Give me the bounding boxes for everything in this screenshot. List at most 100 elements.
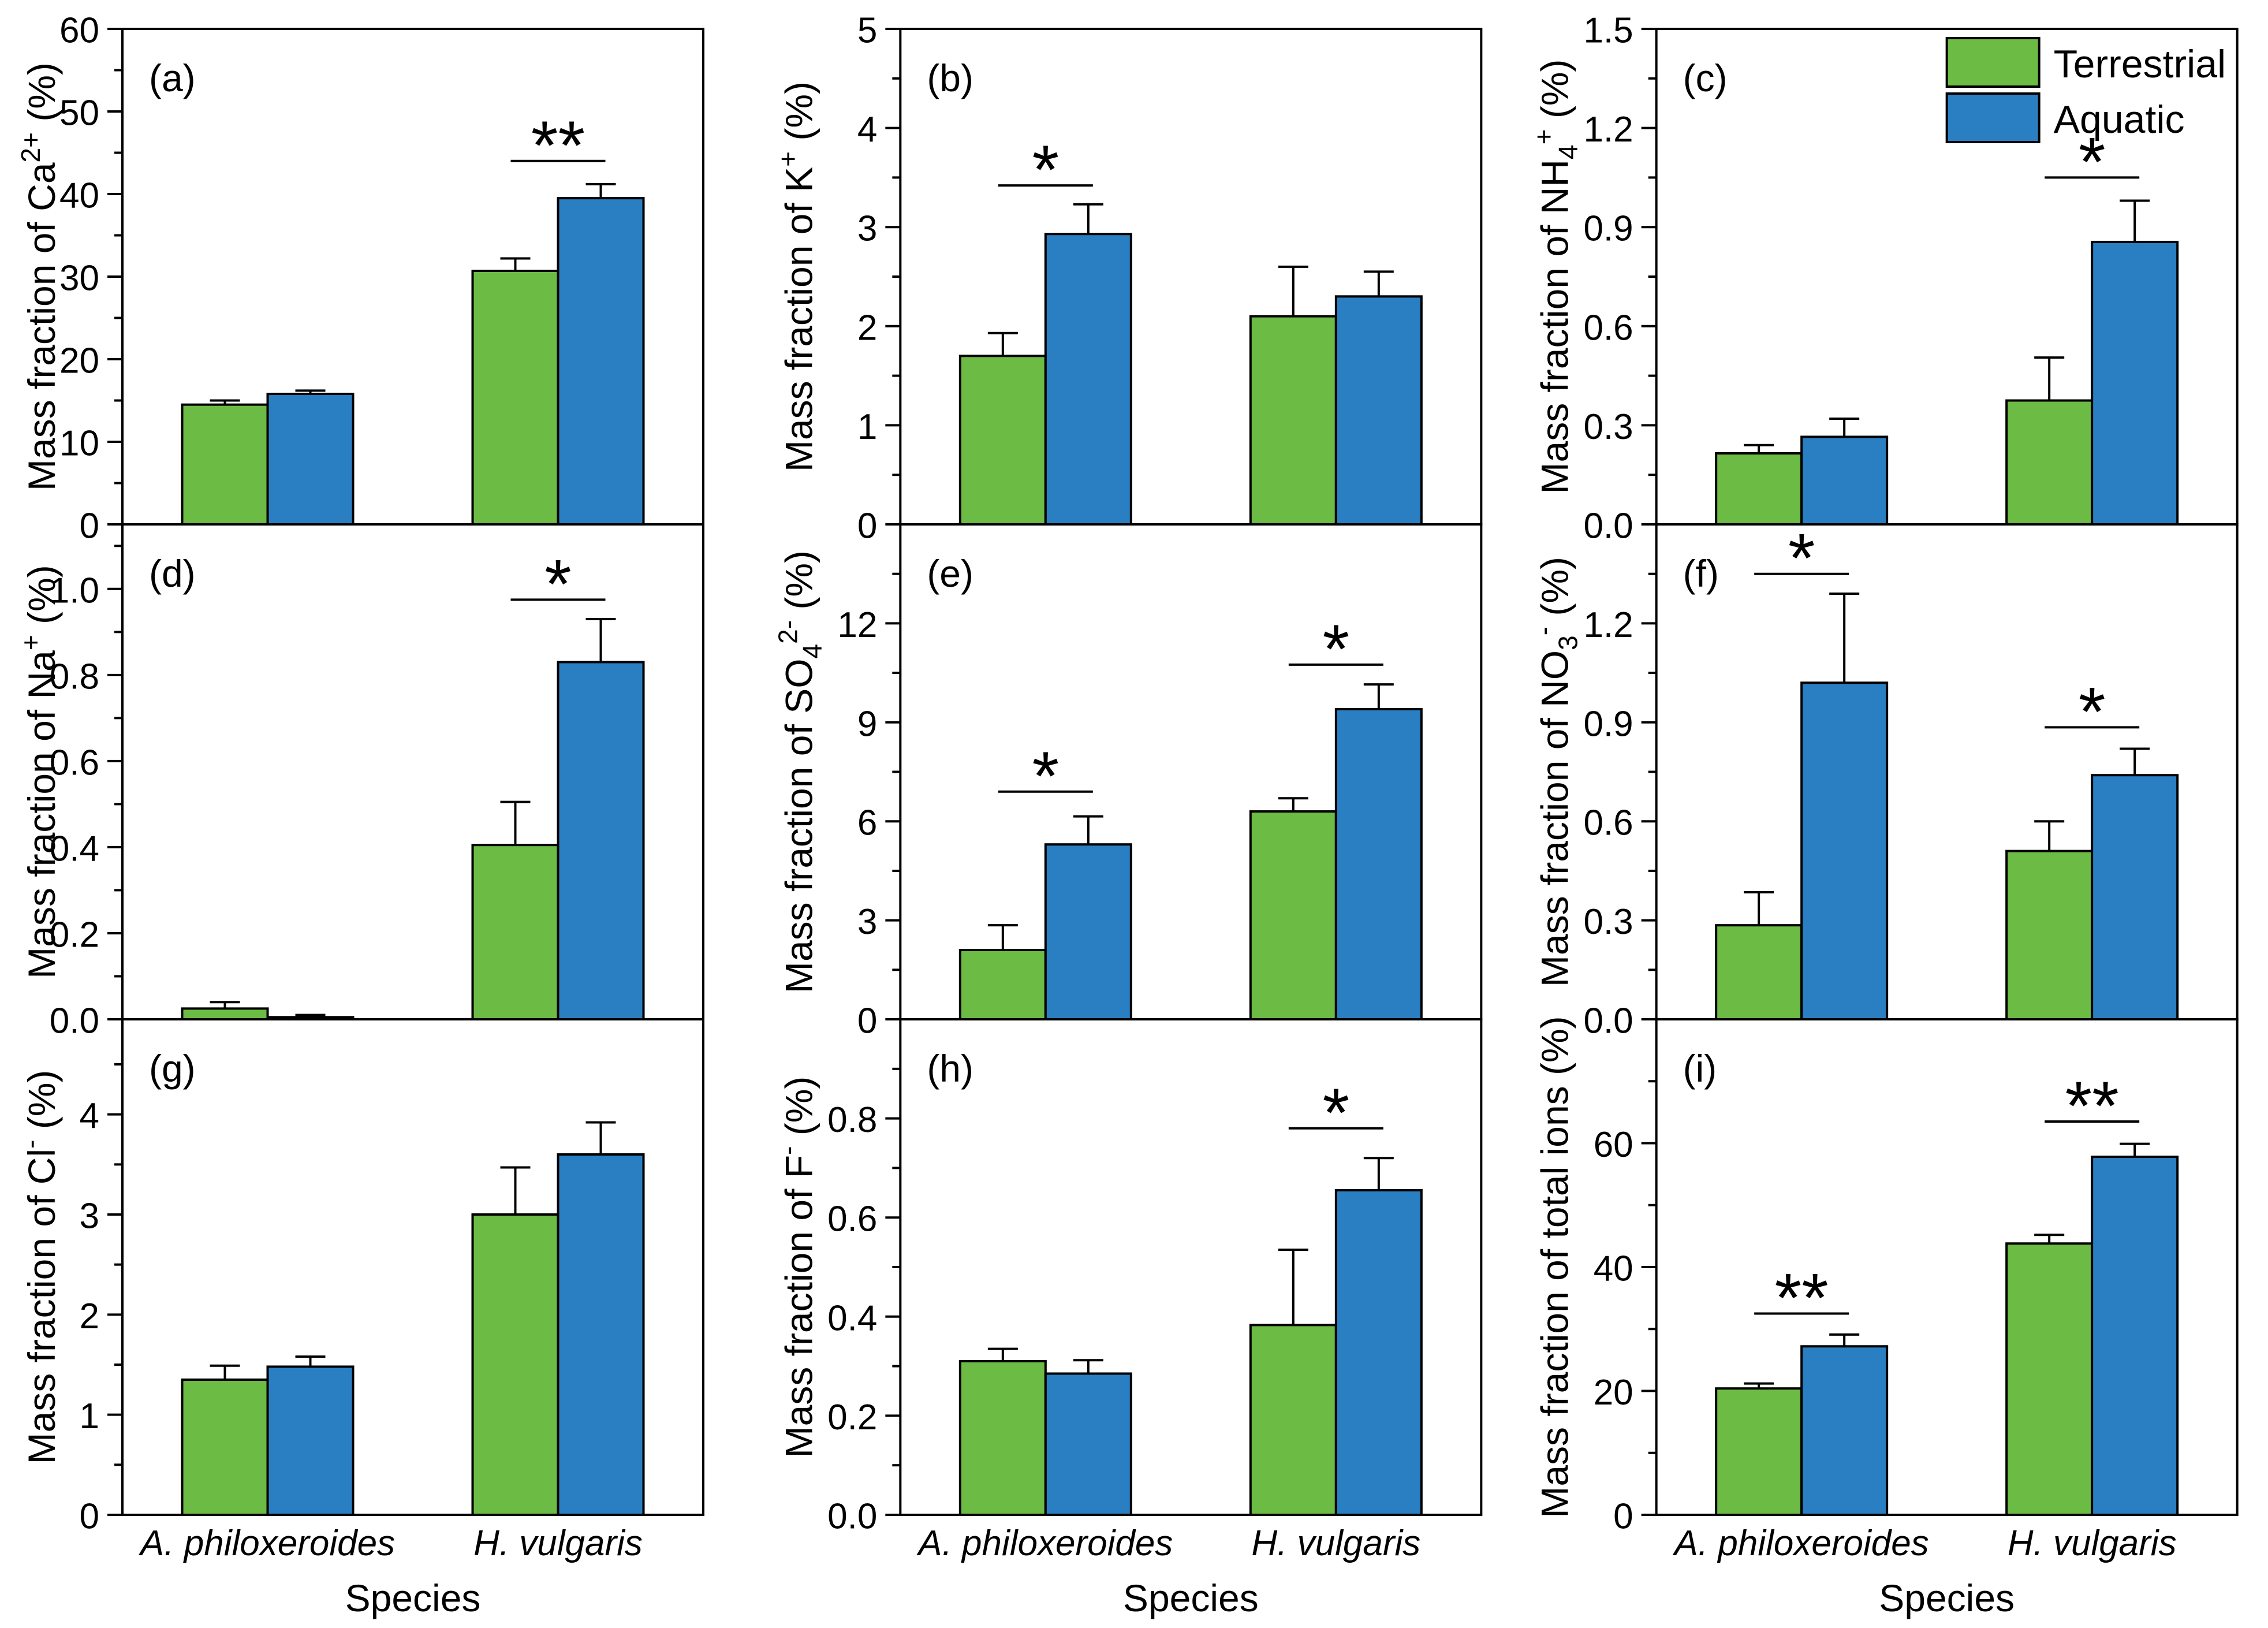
x-category-label: H. vulgaris <box>473 1523 643 1563</box>
significance-stars: * <box>544 545 572 623</box>
legend-swatch-aquatic <box>1945 92 2041 143</box>
y-axis-title: Mass fraction of total ions (%) <box>1534 1016 1576 1518</box>
bar-aquatic-group2 <box>2091 240 2179 526</box>
panel-total: 0 20 40 60 Mass fraction of total ions (%) (i… <box>1534 1016 2239 1619</box>
bar-aquatic-group2 <box>557 197 645 526</box>
significance-stars: * <box>1032 131 1059 208</box>
y-tick-label: 12 <box>837 605 877 645</box>
x-axis-title: Species <box>1879 1577 2015 1619</box>
significance-stars: * <box>1322 610 1349 688</box>
bar-terrestrial-group1 <box>181 403 269 526</box>
bar-aquatic-group2 <box>2091 774 2179 1021</box>
y-tick-label: 5 <box>857 11 877 51</box>
y-tick-label: 0.0 <box>827 1497 877 1537</box>
y-tick-label: 0.9 <box>1583 209 1633 249</box>
y-tick-label: 3 <box>80 1197 99 1236</box>
bar-terrestrial-group1 <box>1715 924 1803 1021</box>
bar-terrestrial-group2 <box>2005 1242 2094 1517</box>
legend: Terrestrial Aquatic <box>1945 37 2226 143</box>
bar-terrestrial-group1 <box>958 355 1047 526</box>
bar-aquatic-group2 <box>557 661 645 1021</box>
y-tick-label: 0.2 <box>50 915 99 955</box>
bar-aquatic-group1 <box>266 1365 355 1516</box>
y-tick-label: 0.0 <box>50 1001 99 1041</box>
y-axis-title: Mass fraction of Ca2+ (%) <box>16 62 63 491</box>
legend-swatch-terrestrial <box>1945 37 2041 88</box>
bar-terrestrial-group2 <box>471 1213 559 1516</box>
bar-aquatic-group1 <box>1800 681 1889 1020</box>
y-tick-label: 0.6 <box>50 743 99 783</box>
y-tick-label: 40 <box>1594 1249 1633 1289</box>
bar-aquatic-group1 <box>1044 1372 1132 1516</box>
legend-label: Terrestrial <box>2054 42 2226 86</box>
x-category-label: A. philoxeroides <box>138 1523 395 1563</box>
y-tick-label: 0 <box>1613 1497 1633 1537</box>
y-axis-title: Mass fraction of F- (%) <box>773 1076 820 1458</box>
bar-terrestrial-group2 <box>1249 315 1337 526</box>
bar-terrestrial-group2 <box>1249 1324 1337 1516</box>
x-category-label: H. vulgaris <box>2008 1523 2177 1563</box>
y-tick-label: 9 <box>857 704 877 744</box>
y-axis-title: Mass fraction of SO42- (%) <box>773 550 827 993</box>
panel-letter: (d) <box>149 552 196 595</box>
bar-aquatic-group1 <box>266 393 355 526</box>
y-axis-title: Mass fraction of K+ (%) <box>773 81 820 472</box>
y-tick-label: 0.3 <box>1583 902 1633 942</box>
y-axis-title: Mass fraction of NH4+ (%) <box>1529 59 1583 494</box>
y-tick-label: 3 <box>857 209 877 249</box>
panel-letter: (e) <box>927 552 973 595</box>
y-tick-label: 1 <box>80 1396 99 1436</box>
significance-stars: ** <box>1774 1259 1828 1336</box>
bar-terrestrial-group1 <box>1715 452 1803 526</box>
y-tick-label: 1.0 <box>50 571 99 610</box>
y-tick-label: 0.8 <box>50 657 99 696</box>
significance-stars: * <box>1322 1074 1349 1152</box>
x-category-label: H. vulgaris <box>1251 1523 1420 1563</box>
bar-terrestrial-group2 <box>471 269 559 526</box>
panel-letter: (c) <box>1683 57 1728 99</box>
y-tick-label: 0.4 <box>827 1298 877 1338</box>
y-axis-title: Mass fraction of Cl- (%) <box>16 1070 63 1465</box>
x-axis-title: Species <box>1123 1577 1259 1619</box>
y-tick-label: 30 <box>59 259 99 299</box>
y-tick-label: 0.2 <box>827 1398 877 1437</box>
panel-letter: (i) <box>1683 1047 1717 1090</box>
y-tick-label: 0.3 <box>1583 407 1633 447</box>
y-tick-label: 1.2 <box>1583 605 1633 645</box>
bar-aquatic-group1 <box>1044 233 1132 526</box>
y-tick-label: 0.0 <box>1583 506 1633 546</box>
y-tick-label: 1 <box>857 407 877 447</box>
bar-terrestrial-group2 <box>1249 810 1337 1021</box>
bar-terrestrial-group2 <box>2005 399 2094 526</box>
y-tick-label: 1.2 <box>1583 110 1633 150</box>
y-tick-label: 1.5 <box>1583 11 1633 51</box>
panel-letter: (a) <box>149 57 196 99</box>
y-tick-label: 0 <box>80 1497 99 1537</box>
bar-aquatic-group2 <box>1334 1189 1423 1516</box>
y-tick-label: 40 <box>59 176 99 216</box>
x-category-label: A. philoxeroides <box>916 1523 1173 1563</box>
y-tick-label: 0.4 <box>50 829 99 869</box>
bar-aquatic-group1 <box>1800 1345 1889 1517</box>
bar-terrestrial-group1 <box>958 949 1047 1021</box>
panel-cl: 0 1 2 3 4 Mass fraction of Cl- (%) (g) A. philo… <box>16 1018 704 1619</box>
y-tick-label: 0 <box>857 1001 877 1041</box>
significance-stars: * <box>2079 123 2106 200</box>
significance-stars: * <box>2079 673 2106 750</box>
y-tick-label: 20 <box>59 341 99 381</box>
panel-letter: (h) <box>927 1047 973 1090</box>
y-tick-label: 0.6 <box>1583 308 1633 348</box>
bar-terrestrial-group2 <box>2005 850 2094 1020</box>
significance-stars: ** <box>531 107 585 184</box>
y-axis-title: Mass fraction of Na+ (%) <box>16 565 63 978</box>
panel-letter: (f) <box>1683 552 1719 595</box>
legend-label: Aquatic <box>2054 98 2185 141</box>
y-tick-label: 0.9 <box>1583 704 1633 744</box>
y-tick-label: 4 <box>857 110 877 150</box>
